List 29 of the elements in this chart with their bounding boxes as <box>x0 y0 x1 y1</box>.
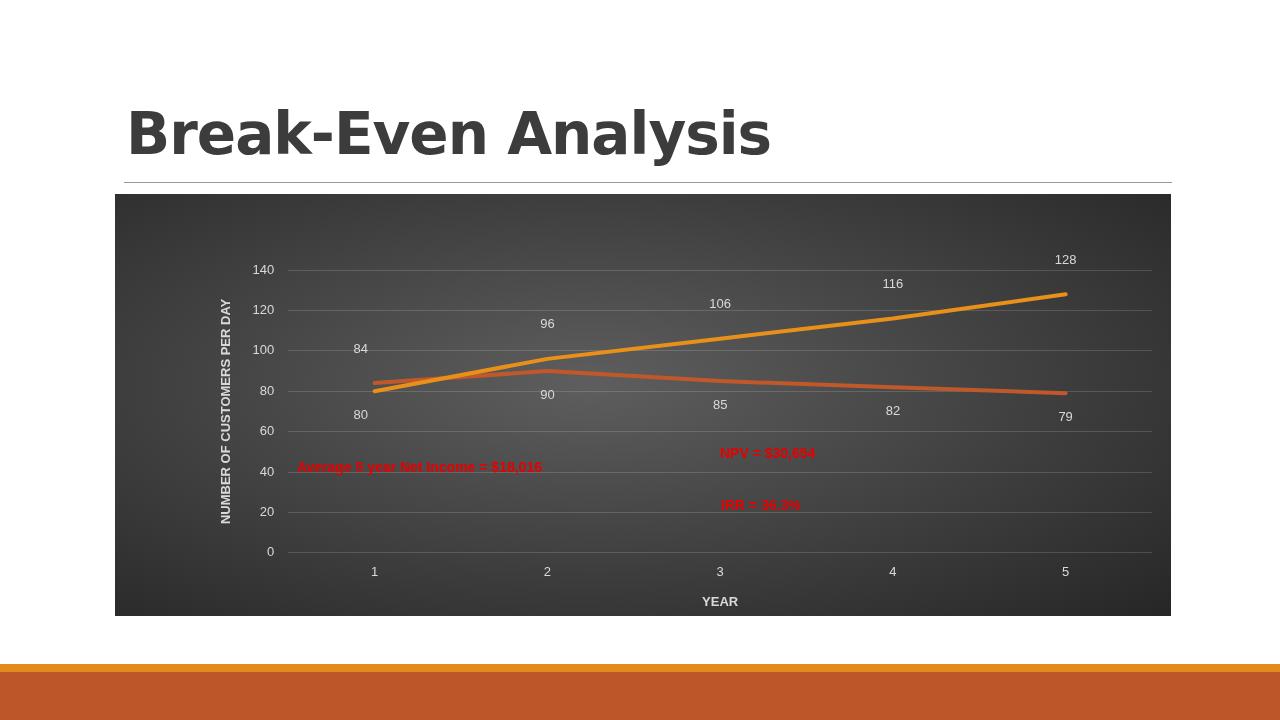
data-label: 128 <box>1054 251 1077 267</box>
y-tick-label: 80 <box>259 382 275 398</box>
data-label: 96 <box>540 316 555 332</box>
y-tick-label: 40 <box>259 463 275 479</box>
x-tick-label: 1 <box>371 564 379 580</box>
annotation: NPV = $30,654 <box>719 444 816 461</box>
y-tick-label: 20 <box>259 503 275 519</box>
x-tick-label: 5 <box>1062 564 1070 580</box>
x-tick-label: 2 <box>543 564 552 580</box>
y-tick-label: 0 <box>267 544 275 560</box>
y-axis-title: NUMBER OF CUSTOMERS PER DAY <box>218 298 234 525</box>
x-axis-title: YEAR <box>702 593 739 609</box>
annotation: Average 5 year Net Income = $18,016 <box>296 458 543 475</box>
annotation: IRR = 36.3% <box>720 497 802 513</box>
data-label: 82 <box>885 402 901 418</box>
data-label: 79 <box>1058 408 1073 424</box>
data-label: 106 <box>709 296 731 312</box>
data-label: 84 <box>353 340 368 356</box>
x-tick-label: 3 <box>716 564 724 580</box>
y-tick-label: 140 <box>252 261 275 277</box>
y-tick-label: 100 <box>252 342 275 358</box>
data-label: 85 <box>712 396 728 412</box>
data-label: 80 <box>353 406 368 422</box>
y-tick-label: 120 <box>252 301 275 317</box>
data-label: 90 <box>540 386 555 402</box>
data-label: 116 <box>882 276 904 292</box>
chart-title: Break-Even Analysis <box>126 100 772 168</box>
y-tick-label: 60 <box>259 423 275 439</box>
x-tick-label: 4 <box>889 564 897 580</box>
